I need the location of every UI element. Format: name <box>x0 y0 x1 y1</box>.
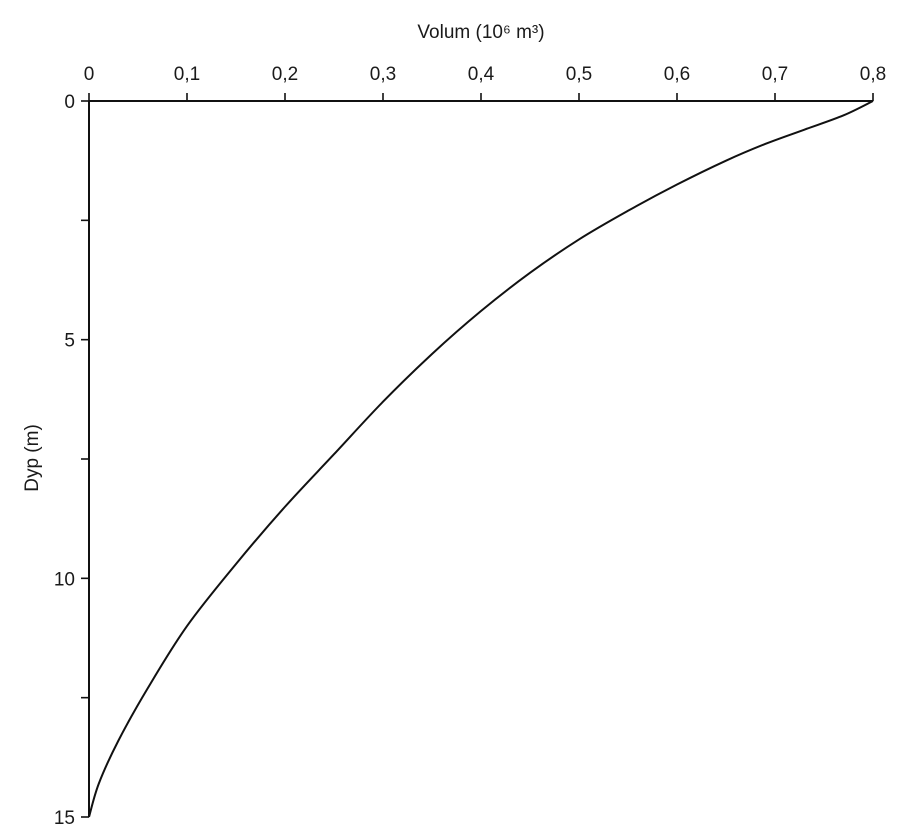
x-tick-label: 0,5 <box>566 64 592 85</box>
x-tick-label: 0,2 <box>272 64 298 85</box>
x-ticks: 0 0,1 0,2 0,3 0,4 0,5 0,6 0,7 0,8 <box>84 64 886 101</box>
y-tick-label: 10 <box>54 569 75 590</box>
y-tick-label: 15 <box>54 808 75 829</box>
y-tick-label: 0 <box>64 92 75 113</box>
volume-depth-curve <box>88 100 874 818</box>
x-tick-label: 0,6 <box>664 64 690 85</box>
x-tick-label: 0,3 <box>370 64 396 85</box>
x-tick-label: 0,4 <box>468 64 495 85</box>
y-tick-label: 5 <box>64 331 75 352</box>
x-tick-label: 0,8 <box>860 64 886 85</box>
y-axis-title: Dyp (m) <box>22 424 43 492</box>
y-ticks: 0 5 10 15 <box>54 92 89 829</box>
x-tick-label: 0 <box>84 64 95 85</box>
x-tick-label: 0,7 <box>762 64 788 85</box>
x-axis-title: Volum (10⁶ m³) <box>417 22 544 43</box>
x-tick-label: 0,1 <box>174 64 200 85</box>
